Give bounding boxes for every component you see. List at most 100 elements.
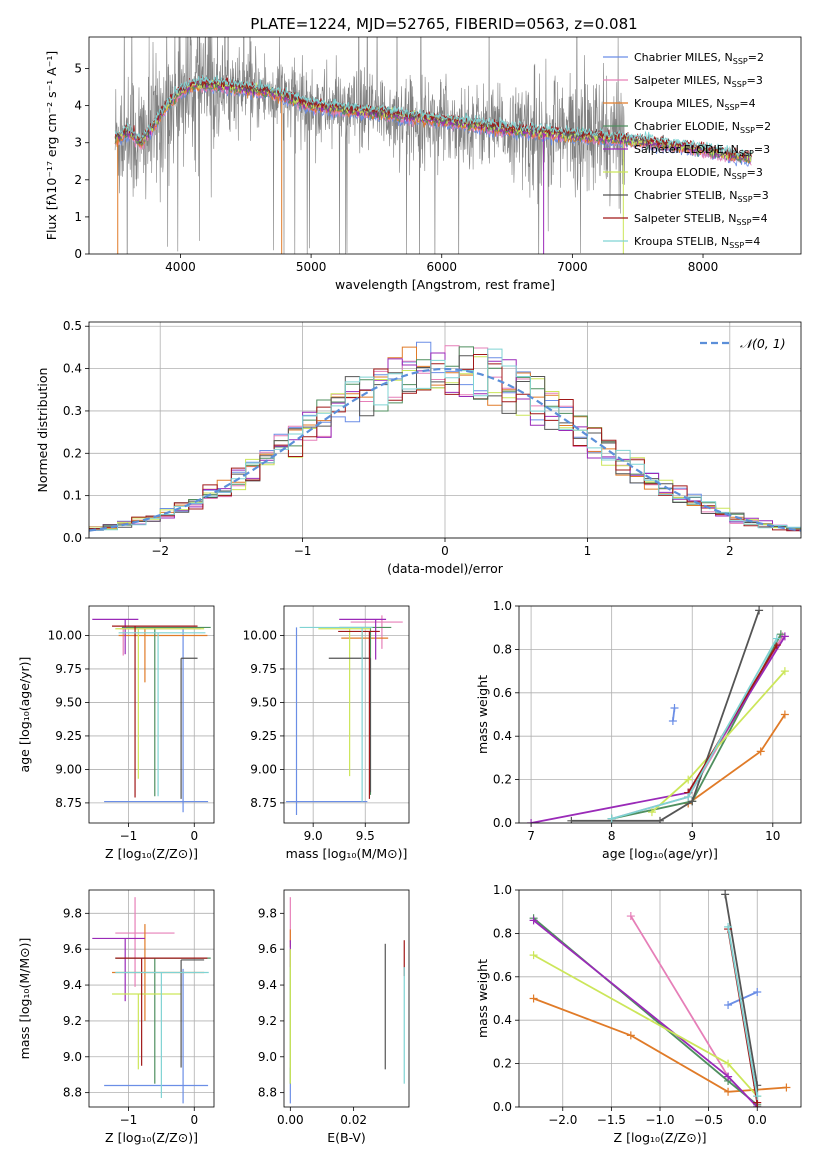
weight-marker-9 <box>724 922 733 931</box>
axes: 7 8 9 10 0.0 0.2 0.4 0.6 0.8 1.0 age [log₁₀(age/yr… <box>475 599 802 861</box>
x-tick-label: 0 <box>441 544 449 558</box>
x-tick-label: 7 <box>527 829 535 843</box>
y-tick-label: 5 <box>74 62 82 76</box>
x-axis-label: Z [log₁₀(Z/Z⊙)] <box>105 1130 198 1145</box>
weight-marker-2 <box>626 912 635 921</box>
weight-marker-5 <box>529 916 538 925</box>
grid <box>89 890 214 1107</box>
weight-marker-9 <box>772 634 781 643</box>
weight-marker-1 <box>753 987 762 996</box>
axes: 9.0 9.5 8.75 9.00 9.25 9.50 9.75 10.00 mass [log… <box>243 605 410 861</box>
axes-frame <box>518 605 802 824</box>
x-tick-label: 8 <box>608 829 616 843</box>
panel-age-vs-Z: −1 0 8.75 9.00 9.25 9.50 9.75 10.00 Z [log₁₀(Z/Z… <box>17 605 215 861</box>
legend: Chabrier MILES, NSSP=2 Salpeter MILES, NS… <box>603 51 771 250</box>
x-tick-label: 4000 <box>165 260 196 274</box>
y-axis-label: age [log₁₀(age/yr)] <box>17 657 32 773</box>
weight-marker-1 <box>670 703 679 712</box>
y-tick-label: 0.4 <box>63 362 82 376</box>
weight-marker-3 <box>780 710 789 719</box>
y-tick-label: 0.0 <box>63 531 82 545</box>
y-tick-label: 8.8 <box>258 1086 277 1100</box>
y-tick-label: 9.50 <box>55 695 82 709</box>
x-tick-label: −1.0 <box>645 1113 674 1127</box>
x-tick-label: 0.00 <box>277 1113 304 1127</box>
y-tick-label: 9.4 <box>258 978 277 992</box>
axes: −1 0 8.8 9.0 9.2 9.4 9.6 9.8 Z [log₁₀(Z/Z⊙)] mass… <box>17 889 215 1145</box>
y-tick-label: 9.8 <box>258 906 277 920</box>
weight-marker-6 <box>780 667 789 676</box>
x-tick-label: 8000 <box>688 260 719 274</box>
y-tick-label: 9.8 <box>63 906 82 920</box>
weight-line-7 <box>571 610 760 822</box>
y-axis-label: mass weight <box>475 959 490 1038</box>
y-tick-label: 0.2 <box>493 1057 512 1071</box>
x-tick-label: 7000 <box>557 260 588 274</box>
weight-marker-9 <box>753 1092 762 1101</box>
panel-weight-vs-age: 7 8 9 10 0.0 0.2 0.4 0.6 0.8 1.0 age [log₁₀(age/yr… <box>475 599 802 861</box>
y-axis-label: Flux [fλ10⁻¹⁷ erg cm⁻² s⁻¹ A⁻¹] <box>44 51 59 240</box>
x-tick-label: 9.5 <box>356 829 375 843</box>
y-tick-label: 0.1 <box>63 489 82 503</box>
weight-marker-3 <box>626 1031 635 1040</box>
y-tick-label: 9.50 <box>250 695 277 709</box>
axes-frame <box>518 889 802 1108</box>
weight-marker-1 <box>724 1001 733 1010</box>
x-tick-label: 6000 <box>426 260 457 274</box>
axes: 4000 5000 6000 7000 8000 0 1 2 3 4 5 wavelength [An… <box>44 36 802 292</box>
y-tick-label: 8.75 <box>250 796 277 810</box>
x-axis-label: wavelength [Angstrom, rest frame] <box>335 277 555 292</box>
plot-area <box>286 615 403 815</box>
y-tick-label: 0.5 <box>63 319 82 333</box>
x-axis-label: Z [log₁₀(Z/Z⊙)] <box>614 1130 707 1145</box>
panel-spectrum: 4000 5000 6000 7000 8000 0 1 2 3 4 5 wavelength [An… <box>44 36 802 292</box>
legend-entry: Chabrier ELODIE, NSSP=2 <box>634 120 771 135</box>
y-tick-label: 9.4 <box>63 978 82 992</box>
y-tick-label: 9.0 <box>258 1050 277 1064</box>
gaussian-curve <box>89 367 801 532</box>
y-tick-label: 0.0 <box>493 816 512 830</box>
x-tick-label: −0.5 <box>694 1113 723 1127</box>
legend-entry: 𝒩(0, 1) <box>740 336 786 351</box>
y-tick-label: 0.6 <box>493 686 512 700</box>
grid <box>284 606 409 823</box>
weight-marker-4 <box>776 630 785 639</box>
x-tick-label: −1.5 <box>597 1113 626 1127</box>
plot-area <box>527 606 789 823</box>
y-tick-label: 2 <box>74 173 82 187</box>
x-tick-label: −2.0 <box>548 1113 577 1127</box>
y-axis-label: mass weight <box>475 675 490 754</box>
x-tick-label: −1 <box>294 544 312 558</box>
x-tick-label: 0.0 <box>748 1113 767 1127</box>
weight-marker-6 <box>724 1059 733 1068</box>
y-tick-label: 9.0 <box>63 1050 82 1064</box>
x-axis-label: (data-model)/error <box>387 561 504 576</box>
y-tick-label: 0.3 <box>63 404 82 418</box>
weight-marker-7 <box>688 797 697 806</box>
panel-age-vs-mass: 9.0 9.5 8.75 9.00 9.25 9.50 9.75 10.00 mass [log… <box>243 605 410 861</box>
legend-entry: Salpeter STELIB, NSSP=4 <box>634 212 768 227</box>
x-tick-label: 0.02 <box>340 1113 367 1127</box>
y-tick-label: 4 <box>74 99 82 113</box>
y-tick-label: 9.00 <box>250 762 277 776</box>
y-tick-label: 10.00 <box>243 628 277 642</box>
y-tick-label: 9.2 <box>63 1014 82 1028</box>
y-axis-label: mass [log₁₀(M/M⊙)] <box>17 938 32 1060</box>
weight-marker-7 <box>721 890 730 899</box>
y-tick-label: 0 <box>74 247 82 261</box>
axes-frame <box>283 889 410 1108</box>
panel-mass-vs-Z: −1 0 8.8 9.0 9.2 9.4 9.6 9.8 Z [log₁₀(Z/Z⊙)] mass… <box>17 889 215 1145</box>
y-tick-label: 9.2 <box>258 1014 277 1028</box>
weight-marker-9 <box>684 792 693 801</box>
plot-area <box>89 341 801 536</box>
x-tick-label: 1 <box>584 544 592 558</box>
legend-entry: Chabrier MILES, NSSP=2 <box>634 51 764 66</box>
y-tick-label: 0.4 <box>493 729 512 743</box>
weight-marker-6 <box>529 951 538 960</box>
weight-line-9 <box>727 926 759 1097</box>
weight-marker-7 <box>755 606 764 615</box>
x-axis-label: mass [log₁₀(M/M⊙)] <box>286 846 408 861</box>
y-tick-label: 9.25 <box>55 729 82 743</box>
model-line-9 <box>114 74 752 158</box>
